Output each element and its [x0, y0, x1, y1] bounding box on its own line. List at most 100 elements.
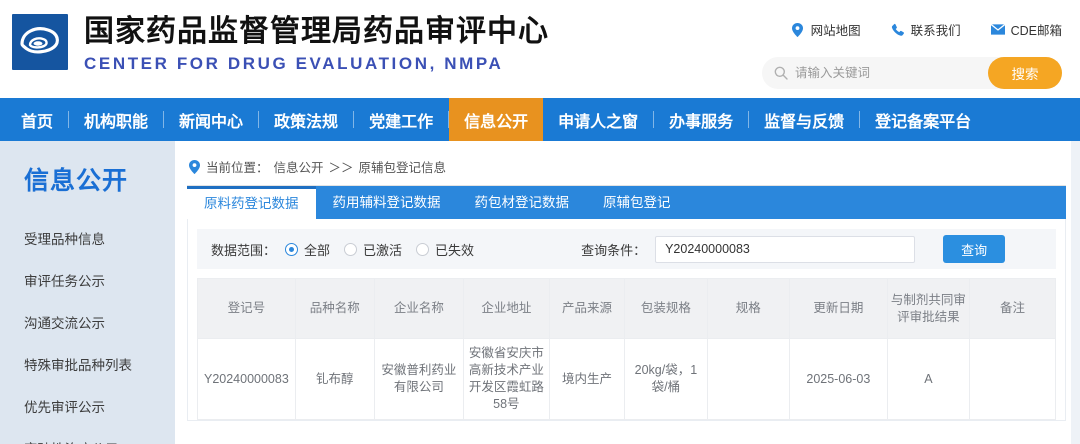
data-scope-radio-group: 全部 已激活 已失效 [285, 240, 474, 259]
tab-bar: 原料药登记数据 药用辅料登记数据 药包材登记数据 原辅包登记 [187, 186, 1066, 219]
sidebar-item-priority-review[interactable]: 优先审评公示 [24, 400, 105, 415]
content-right-gutter [1071, 141, 1080, 444]
nav-separator [748, 111, 750, 128]
nav-separator [859, 111, 861, 128]
col-product-source: 产品来源 [548, 278, 626, 339]
col-company-name: 企业名称 [373, 278, 464, 339]
tab-api-registration-data[interactable]: 原料药登记数据 [187, 186, 316, 219]
radio-option-expired[interactable]: 已失效 [416, 240, 474, 259]
nav-item-news[interactable]: 新闻中心 [179, 113, 244, 131]
cell-joint-review-result: A [886, 338, 971, 420]
nav-item-info-disclosure[interactable]: 信息公开 [449, 98, 544, 141]
site-title-cn: 国家药品监督管理局药品审评中心 [84, 15, 549, 48]
nav-separator [353, 111, 355, 128]
search-button[interactable]: 搜索 [988, 57, 1062, 89]
query-label: 查询条件： [581, 242, 647, 258]
cell-product-source: 境内生产 [548, 338, 626, 420]
search-icon [774, 66, 788, 80]
query-area: 查询条件： 查询 [581, 235, 1006, 263]
cde-swirl-logo-icon [12, 14, 68, 70]
table-row[interactable]: Y20240000083 钆布醇 安徽普利药业有限公司 安徽省安庆市高新技术产业… [197, 338, 1056, 420]
breadcrumb: 当前位置： 信息公开 ＞＞ 原辅包登记信息 [187, 153, 1066, 185]
cell-company-name: 安徽普利药业有限公司 [373, 338, 464, 420]
envelope-icon [990, 23, 1005, 37]
col-update-date: 更新日期 [788, 278, 888, 339]
breadcrumb-prefix: 当前位置： [206, 161, 269, 175]
nav-item-registration-platform[interactable]: 登记备案平台 [875, 113, 972, 131]
col-package-spec: 包装规格 [624, 278, 708, 339]
sidebar-item-review-tasks[interactable]: 审评任务公示 [24, 274, 105, 289]
radio-dot-expired[interactable] [416, 242, 430, 256]
page-body: 信息公开 受理品种信息 审评任务公示 沟通交流公示 特殊审批品种列表 优先审评公… [0, 141, 1080, 444]
location-pin-icon [189, 159, 201, 174]
table-header-row: 登记号 品种名称 企业名称 企业地址 产品来源 包装规格 规格 更新日期 与制剂… [197, 278, 1056, 339]
header-search-bar: 搜索 [762, 57, 1062, 89]
sidebar-item-breakthrough-therapy[interactable]: 突破性治疗公示 [24, 427, 175, 444]
registration-table: 登记号 品种名称 企业名称 企业地址 产品来源 包装规格 规格 更新日期 与制剂… [197, 278, 1056, 420]
site-header: 国家药品监督管理局药品审评中心 CENTER FOR DRUG EVALUATI… [0, 0, 1080, 98]
tab-excipient-registration-data[interactable]: 药用辅料登记数据 [332, 195, 441, 210]
cell-registration-number: Y20240000083 [197, 338, 296, 420]
breadcrumb-separator: ＞＞ [328, 161, 354, 175]
site-title-en: CENTER FOR DRUG EVALUATION, NMPA [84, 54, 504, 73]
cell-remarks [969, 338, 1056, 420]
nav-separator [163, 111, 165, 128]
radio-dot-active[interactable] [344, 242, 358, 256]
header-link-sitemap-label: 网站地图 [810, 24, 861, 38]
query-input[interactable] [655, 235, 916, 263]
sidebar-item-accepted-varieties[interactable]: 受理品种信息 [24, 232, 105, 247]
tab-panel: 数据范围： 全部 已激活 已失效 查询条件： [187, 219, 1066, 421]
col-specification: 规格 [706, 278, 790, 339]
breadcrumb-root[interactable]: 信息公开 [273, 161, 324, 175]
col-company-address: 企业地址 [462, 278, 550, 339]
header-link-contact-label: 联系我们 [910, 24, 961, 38]
nav-item-applicant-window[interactable]: 申请人之窗 [558, 113, 639, 131]
nav-item-party[interactable]: 党建工作 [369, 113, 434, 131]
radio-label-expired: 已失效 [435, 242, 475, 258]
col-remarks: 备注 [969, 278, 1056, 339]
query-submit-button[interactable]: 查询 [943, 235, 1006, 263]
nav-separator [68, 111, 70, 128]
radio-dot-all[interactable] [285, 242, 299, 256]
header-link-email-label: CDE邮箱 [1010, 24, 1062, 38]
sidebar-item-special-approval-list[interactable]: 特殊审批品种列表 [24, 358, 132, 373]
cell-specification [706, 338, 790, 420]
header-link-contact[interactable]: 联系我们 [891, 20, 961, 39]
col-registration-number: 登记号 [197, 278, 296, 339]
phone-icon [891, 23, 905, 37]
cell-package-spec: 20kg/袋，1袋/桶 [624, 338, 708, 420]
search-input[interactable] [795, 66, 988, 80]
cell-company-address: 安徽省安庆市高新技术产业开发区霞虹路58号 [462, 338, 550, 420]
col-variety-name: 品种名称 [294, 278, 375, 339]
main-content: 当前位置： 信息公开 ＞＞ 原辅包登记信息 原料药登记数据 药用辅料登记数据 药… [175, 141, 1080, 444]
breadcrumb-divider [187, 185, 1066, 186]
nav-separator [653, 111, 655, 128]
tab-packaging-registration-data[interactable]: 药包材登记数据 [474, 195, 570, 210]
col-joint-review-result: 与制剂共同审评审批结果 [886, 278, 971, 339]
filter-bar: 数据范围： 全部 已激活 已失效 查询条件： [197, 229, 1056, 269]
brand-block: 国家药品监督管理局药品审评中心 CENTER FOR DRUG EVALUATI… [12, 14, 549, 75]
nav-item-home[interactable]: 首页 [21, 113, 54, 131]
header-quick-links: 网站地图 联系我们 CDE邮箱 [791, 20, 1062, 39]
nav-separator [258, 111, 260, 128]
tab-combined-registration[interactable]: 原辅包登记 [603, 195, 671, 210]
cell-update-date: 2025-06-03 [788, 338, 888, 420]
data-scope-label: 数据范围： [211, 242, 277, 258]
cell-variety-name: 钆布醇 [294, 338, 375, 420]
radio-option-all[interactable]: 全部 [285, 240, 330, 259]
radio-option-active[interactable]: 已激活 [344, 240, 402, 259]
nav-item-functions[interactable]: 机构职能 [84, 113, 149, 131]
sidebar-item-communication[interactable]: 沟通交流公示 [24, 316, 105, 331]
location-pin-icon [791, 22, 805, 37]
sidebar-title: 信息公开 [24, 167, 129, 195]
nav-item-policy[interactable]: 政策法规 [274, 113, 339, 131]
radio-label-active: 已激活 [363, 242, 403, 258]
sidebar: 信息公开 受理品种信息 审评任务公示 沟通交流公示 特殊审批品种列表 优先审评公… [0, 141, 175, 444]
radio-label-all: 全部 [304, 242, 331, 258]
nav-item-services[interactable]: 办事服务 [669, 113, 734, 131]
header-link-email[interactable]: CDE邮箱 [990, 20, 1062, 39]
main-nav: 首页 机构职能 新闻中心 政策法规 党建工作 信息公开 申请人之窗 办事服务 监… [0, 98, 1080, 141]
breadcrumb-current: 原辅包登记信息 [358, 161, 447, 175]
header-link-sitemap[interactable]: 网站地图 [791, 20, 861, 39]
nav-item-supervision[interactable]: 监督与反馈 [764, 113, 845, 131]
